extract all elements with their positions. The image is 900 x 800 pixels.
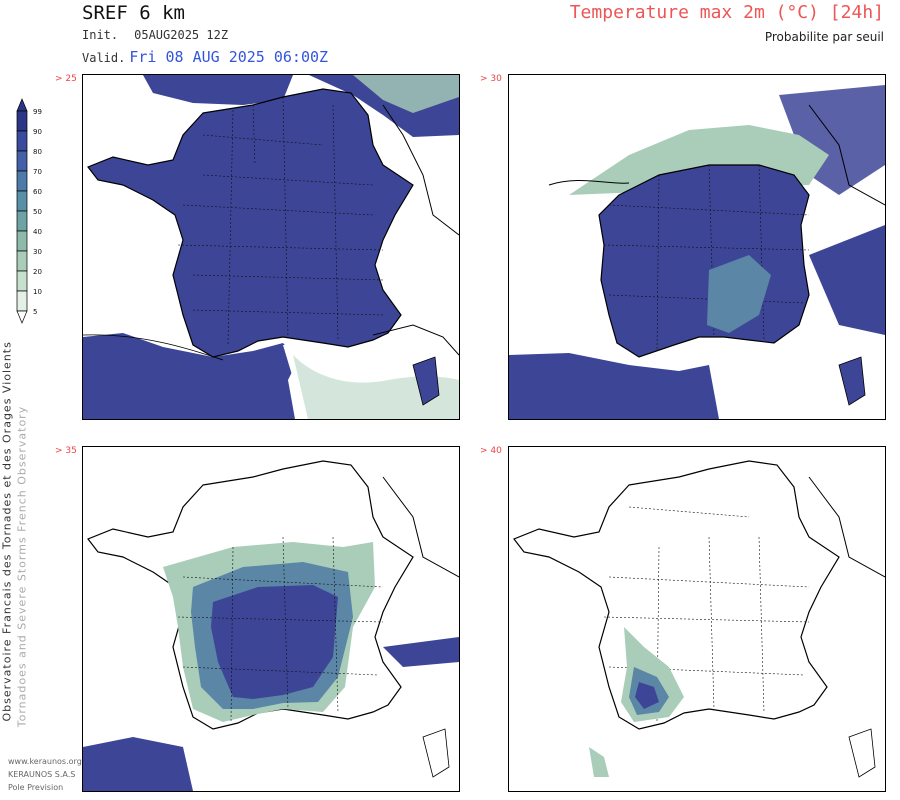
probability-colorbar: 99 90 80 70 60 50 40 30 20 10 5 <box>13 96 49 331</box>
observatory-watermark-fr: Observatoire Francais des Tornades et de… <box>0 341 14 722</box>
colorbar-top-arrow <box>16 98 28 112</box>
colorbar-swatch <box>16 210 28 232</box>
observatory-watermark-en: Tornadoes and Severe Storms French Obser… <box>15 405 29 728</box>
map-panel-35[interactable] <box>82 446 460 792</box>
colorbar-tick-label: 70 <box>33 168 42 176</box>
valid-value: Fri 08 AUG 2025 06:00Z <box>129 48 329 66</box>
colorbar-tick-label: 99 <box>33 108 42 116</box>
colorbar-swatch <box>16 290 28 312</box>
map-40 <box>513 460 885 778</box>
parameter-title: Temperature max 2m (°C) [24h] <box>569 2 884 23</box>
map-30 <box>509 85 885 419</box>
threshold-label-2: > 30 <box>480 74 502 84</box>
threshold-label-4: > 40 <box>480 446 502 456</box>
colorbar-tick-label: 80 <box>33 148 42 156</box>
valid-time: Valid. Fri 08 AUG 2025 06:00Z <box>82 48 328 66</box>
colorbar-tick-label: 40 <box>33 228 42 236</box>
footer-unit: Pole Prevision <box>8 783 64 792</box>
colorbar-swatch <box>16 190 28 212</box>
model-title: SREF 6 km <box>82 2 185 24</box>
colorbar-tick-label: 10 <box>33 288 42 296</box>
map-35 <box>83 460 459 791</box>
colorbar-tick-label: 30 <box>33 248 42 256</box>
init-time: Init. 05AUG2025 12Z <box>82 28 228 42</box>
parameter-subtitle: Probabilite par seuil <box>764 30 884 44</box>
footer-company: KERAUNOS S.A.S <box>8 770 76 779</box>
colorbar-swatch <box>16 230 28 252</box>
map-25 <box>83 75 459 419</box>
footer-site[interactable]: www.keraunos.org <box>8 757 82 766</box>
colorbar-swatch <box>16 150 28 172</box>
colorbar-bottom-arrow <box>16 310 28 324</box>
colorbar-tick-label: 90 <box>33 128 42 136</box>
threshold-label-3: > 35 <box>55 446 77 456</box>
map-panel-30[interactable] <box>508 74 886 420</box>
colorbar-tick-label: 50 <box>33 208 42 216</box>
map-panel-25[interactable] <box>82 74 460 420</box>
threshold-label-1: > 25 <box>55 74 77 84</box>
colorbar-tick-label: 5 <box>33 308 37 316</box>
colorbar-tick-label: 20 <box>33 268 42 276</box>
init-label: Init. <box>82 28 119 42</box>
colorbar-swatch <box>16 110 28 132</box>
colorbar-swatch <box>16 270 28 292</box>
colorbar-swatch <box>16 250 28 272</box>
valid-label: Valid. <box>82 51 126 65</box>
map-panel-40[interactable] <box>508 446 886 792</box>
colorbar-swatch <box>16 170 28 192</box>
colorbar-tick-label: 60 <box>33 188 42 196</box>
colorbar-swatch <box>16 130 28 152</box>
init-value: 05AUG2025 12Z <box>134 28 229 42</box>
